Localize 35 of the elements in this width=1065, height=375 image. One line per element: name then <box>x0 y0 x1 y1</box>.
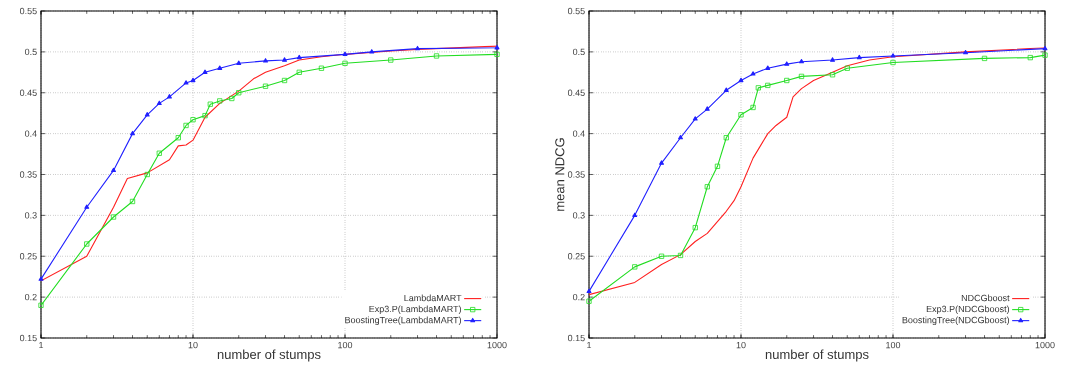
y-tick-label: 0.45 <box>567 89 585 96</box>
y-tick-label: 0.5 <box>24 48 37 56</box>
y-axis-title: mean NDCG <box>555 138 565 211</box>
x-tick-label: 1 <box>39 341 44 349</box>
y-tick-label: 0.55 <box>567 7 585 15</box>
x-tick-label: 10 <box>736 341 746 349</box>
x-tick-label: 10 <box>188 341 198 349</box>
y-tick-label: 0.2 <box>572 293 585 301</box>
y-tick-label: 0.3 <box>572 212 585 219</box>
x-tick-label: 1000 <box>487 341 507 349</box>
y-tick-label: 0.25 <box>567 253 585 260</box>
y-tick-label: 0.4 <box>24 130 37 137</box>
y-tick-label: 0.2 <box>24 293 37 301</box>
y-tick-label: 0.35 <box>19 171 37 178</box>
legend-label: Exp3.P(LambdaMART) <box>369 305 462 314</box>
x-axis-title: number of stumps <box>765 349 869 362</box>
legend-label: LambdaMART <box>404 294 462 302</box>
y-tick-label: 0.4 <box>572 130 585 137</box>
y-tick-label: 0.55 <box>19 7 37 15</box>
legend-label: BoostingTree(LambdaMART) <box>345 316 462 326</box>
y-tick-label: 0.3 <box>24 212 37 219</box>
x-tick-label: 1000 <box>1035 341 1055 349</box>
y-tick-label: 0.5 <box>572 48 585 56</box>
y-tick-label: 0.15 <box>567 334 585 342</box>
y-tick-label: 0.25 <box>19 253 37 260</box>
y-tick-label: 0.45 <box>19 89 37 96</box>
x-tick-label: 100 <box>886 341 901 349</box>
legend-label: Exp3.P(NDCGboost) <box>926 305 1010 314</box>
x-axis-title: number of stumps <box>217 349 321 362</box>
legend-label: NDCGboost <box>961 294 1010 302</box>
x-tick-label: 100 <box>338 341 353 349</box>
legend-label: BoostingTree(NDCGboost) <box>902 316 1010 326</box>
y-tick-label: 0.15 <box>19 334 37 342</box>
x-tick-label: 1 <box>587 341 592 349</box>
y-tick-label: 0.35 <box>567 171 585 178</box>
